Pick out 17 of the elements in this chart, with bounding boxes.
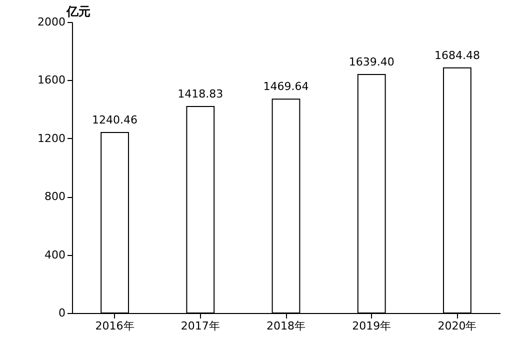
data-label: 1418.83 [178, 88, 224, 101]
x-tick-label: 2017年 [180, 320, 220, 332]
y-tick-label: 800 [44, 190, 66, 204]
y-tick-label: 1600 [38, 74, 66, 87]
y-tick-label: 400 [44, 248, 66, 262]
data-label: 1639.40 [348, 55, 394, 68]
y-tick-label: 2000 [38, 16, 66, 28]
y-tick-label: 1200 [38, 132, 66, 145]
y-axis-title: 亿元 [66, 4, 90, 18]
data-label: 1469.64 [263, 80, 309, 94]
x-tick-label: 2018年 [266, 320, 306, 332]
x-tick-label: 2016年 [95, 320, 134, 332]
data-label: 1240.46 [92, 114, 138, 127]
y-tick-label: 0 [58, 306, 66, 320]
x-tick-label: 2019年 [352, 320, 392, 332]
x-tick-label: 2020年 [438, 320, 477, 332]
data-label: 1684.48 [434, 48, 480, 62]
